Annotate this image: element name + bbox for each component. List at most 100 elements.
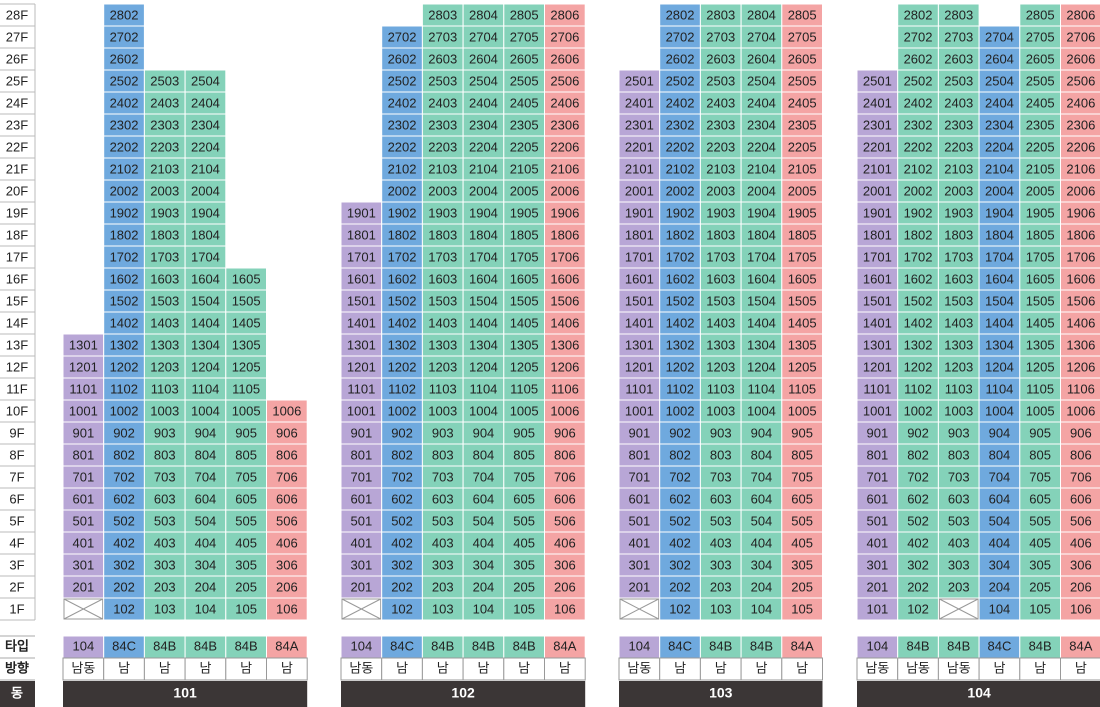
unit-number: 2403 bbox=[428, 95, 457, 110]
floor-label: 15F bbox=[6, 293, 28, 308]
unit-number: 2705 bbox=[510, 29, 539, 44]
unit-number: 2602 bbox=[388, 51, 417, 66]
unit-number: 1803 bbox=[150, 227, 179, 242]
unit-number: 606 bbox=[276, 491, 298, 506]
unit-number: 1001 bbox=[863, 403, 892, 418]
unit-number: 505 bbox=[235, 513, 257, 528]
unit-number: 304 bbox=[989, 557, 1011, 572]
unit-number: 1705 bbox=[1026, 249, 1055, 264]
type-label: 84B bbox=[906, 638, 929, 653]
unit-number: 1801 bbox=[347, 227, 376, 242]
floor-label: 6F bbox=[9, 491, 24, 506]
unit-number: 105 bbox=[235, 601, 257, 616]
unit-number: 2505 bbox=[1026, 73, 1055, 88]
unit-number: 2406 bbox=[1066, 95, 1095, 110]
unit-number: 1803 bbox=[706, 227, 735, 242]
unit-number: 1502 bbox=[666, 293, 695, 308]
unit-number: 1103 bbox=[945, 381, 973, 396]
unit-number: 303 bbox=[154, 557, 176, 572]
direction-label: 남동 bbox=[349, 660, 373, 675]
unit-number: 2805 bbox=[510, 7, 539, 22]
unit-number: 2702 bbox=[904, 29, 933, 44]
unit-number: 202 bbox=[669, 579, 691, 594]
direction-label: 남 bbox=[240, 660, 252, 675]
unit-number: 501 bbox=[350, 513, 372, 528]
unit-number: 2004 bbox=[747, 183, 776, 198]
unit-number: 801 bbox=[72, 447, 94, 462]
unit-number: 803 bbox=[948, 447, 970, 462]
unit-number: 1504 bbox=[747, 293, 776, 308]
unit-number: 304 bbox=[473, 557, 495, 572]
unit-number: 202 bbox=[113, 579, 135, 594]
unit-number: 802 bbox=[391, 447, 413, 462]
unit-number: 1505 bbox=[510, 293, 539, 308]
unit-number: 2104 bbox=[469, 161, 498, 176]
direction-label: 남 bbox=[437, 660, 449, 675]
unit-number: 305 bbox=[791, 557, 813, 572]
unit-number: 1206 bbox=[1066, 359, 1095, 374]
unit-number: 1005 bbox=[788, 403, 817, 418]
type-label: 104 bbox=[350, 638, 372, 653]
unit-number: 2504 bbox=[469, 73, 498, 88]
unit-number: 2404 bbox=[191, 95, 220, 110]
type-label: 84A bbox=[275, 638, 298, 653]
unit-number: 1001 bbox=[625, 403, 654, 418]
unit-number: 602 bbox=[669, 491, 691, 506]
type-label: 84B bbox=[513, 638, 536, 653]
unit-number: 1806 bbox=[1066, 227, 1095, 242]
unit-number: 205 bbox=[791, 579, 813, 594]
unit-number: 805 bbox=[1029, 447, 1051, 462]
building-name: 103 bbox=[709, 685, 733, 701]
unit-number: 905 bbox=[513, 425, 535, 440]
unit-number: 1102 bbox=[666, 381, 694, 396]
unit-number: 1902 bbox=[666, 205, 695, 220]
unit-number: 502 bbox=[669, 513, 691, 528]
unit-number: 805 bbox=[791, 447, 813, 462]
unit-number: 1103 bbox=[429, 381, 457, 396]
unit-number: 403 bbox=[154, 535, 176, 550]
unit-number: 1001 bbox=[347, 403, 376, 418]
unit-number: 504 bbox=[195, 513, 217, 528]
unit-number: 2304 bbox=[191, 117, 220, 132]
unit-number: 1302 bbox=[110, 337, 139, 352]
unit-number: 1506 bbox=[550, 293, 579, 308]
unit-number: 601 bbox=[866, 491, 888, 506]
unit-number: 104 bbox=[473, 601, 495, 616]
unit-number: 601 bbox=[628, 491, 650, 506]
unit-number: 804 bbox=[195, 447, 217, 462]
unit-number: 1601 bbox=[347, 271, 376, 286]
unit-number: 902 bbox=[669, 425, 691, 440]
unit-number: 1104 bbox=[469, 381, 497, 396]
building-row-label: 동 bbox=[11, 685, 23, 700]
unit-number: 602 bbox=[113, 491, 135, 506]
unit-number: 1402 bbox=[110, 315, 139, 330]
unit-number: 2705 bbox=[1026, 29, 1055, 44]
unit-number: 1904 bbox=[747, 205, 776, 220]
unit-number: 704 bbox=[195, 469, 217, 484]
building-label-bg bbox=[0, 681, 35, 707]
unit-number: 1203 bbox=[944, 359, 973, 374]
unit-number: 1101 bbox=[69, 381, 97, 396]
unit-number: 2804 bbox=[747, 7, 776, 22]
unit-number: 103 bbox=[432, 601, 454, 616]
unit-number: 405 bbox=[235, 535, 257, 550]
unit-number: 1801 bbox=[863, 227, 892, 242]
unit-number: 205 bbox=[1029, 579, 1051, 594]
type-label: 84A bbox=[1069, 638, 1092, 653]
floor-label: 21F bbox=[6, 161, 28, 176]
unit-number: 2405 bbox=[1026, 95, 1055, 110]
unit-number: 801 bbox=[866, 447, 888, 462]
unit-number: 201 bbox=[350, 579, 372, 594]
unit-number: 704 bbox=[989, 469, 1011, 484]
unit-number: 302 bbox=[113, 557, 135, 572]
unit-number: 2203 bbox=[428, 139, 457, 154]
unit-number: 1502 bbox=[904, 293, 933, 308]
floor-label: 17F bbox=[6, 249, 28, 264]
unit-number: 1802 bbox=[110, 227, 139, 242]
unit-number: 1606 bbox=[1066, 271, 1095, 286]
unit-number: 2003 bbox=[428, 183, 457, 198]
floor-label: 1F bbox=[9, 601, 24, 616]
unit-number: 1703 bbox=[150, 249, 179, 264]
unit-number: 2506 bbox=[1066, 73, 1095, 88]
unit-number: 1102 bbox=[388, 381, 416, 396]
